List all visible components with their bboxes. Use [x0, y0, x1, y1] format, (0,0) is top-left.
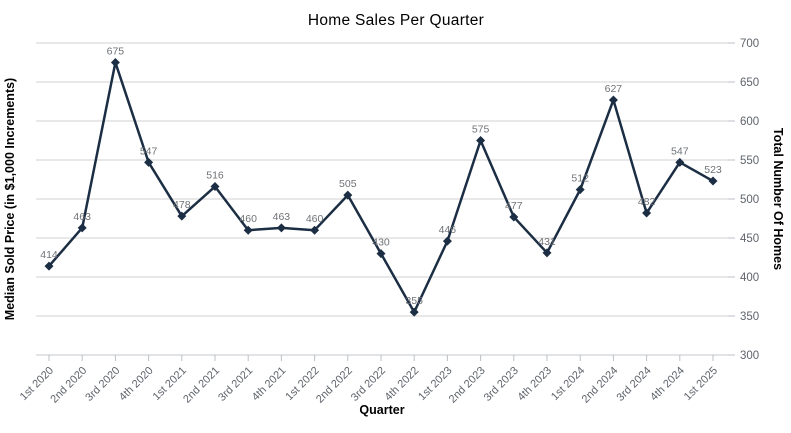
- data-point-label: 505: [339, 178, 357, 190]
- data-point-label: 414: [40, 249, 58, 261]
- data-point-marker[interactable]: [210, 182, 220, 192]
- data-point-marker[interactable]: [276, 223, 286, 233]
- data-point-label: 675: [107, 46, 125, 58]
- y-tick-label: 450: [740, 233, 759, 245]
- y-tick-label: 550: [740, 155, 759, 167]
- x-tick-label: 2nd 2021: [181, 365, 222, 406]
- data-point-label: 547: [671, 145, 689, 157]
- data-point-label: 430: [372, 237, 390, 249]
- data-point-label: 463: [73, 211, 91, 223]
- data-point-marker[interactable]: [44, 261, 54, 271]
- x-tick-label: 1st 2025: [682, 365, 720, 403]
- data-point-marker[interactable]: [177, 211, 187, 221]
- y-tick-label: 600: [740, 116, 759, 128]
- data-point-marker[interactable]: [675, 157, 685, 167]
- data-point-marker[interactable]: [509, 212, 519, 222]
- data-point-marker[interactable]: [642, 208, 652, 218]
- data-point-marker[interactable]: [476, 136, 486, 145]
- data-point-label: 516: [206, 170, 224, 182]
- data-point-marker[interactable]: [608, 95, 618, 105]
- data-point-marker[interactable]: [310, 225, 320, 235]
- x-tick-label: 4th 2024: [648, 365, 687, 404]
- x-tick-label: 4th 2023: [515, 365, 554, 404]
- y-tick-label: 500: [740, 194, 759, 206]
- y-tick-label: 650: [740, 77, 759, 89]
- x-tick-label: 2nd 2024: [580, 365, 621, 406]
- y-tick-label: 700: [740, 38, 759, 50]
- data-point-label: 460: [239, 213, 257, 225]
- x-tick-label: 3rd 2024: [615, 365, 654, 404]
- data-point-marker[interactable]: [442, 236, 452, 246]
- data-point-marker[interactable]: [343, 190, 353, 200]
- chart-title: Home Sales Per Quarter: [308, 12, 484, 29]
- x-tick-label: 3rd 2020: [83, 365, 122, 404]
- x-tick-label: 4th 2021: [250, 365, 289, 404]
- data-point-marker[interactable]: [77, 223, 87, 233]
- data-point-label: 523: [704, 164, 722, 176]
- data-point-label: 463: [273, 211, 291, 223]
- y-tick-label: 300: [740, 350, 759, 362]
- x-tick-label: 3rd 2021: [216, 365, 255, 404]
- y-axis-left-title: Median Sold Price (in $1,000 Increments): [3, 78, 17, 320]
- data-point-marker[interactable]: [575, 185, 585, 195]
- x-tick-label: 4th 2020: [117, 365, 156, 404]
- y-tick-label: 350: [740, 311, 759, 323]
- data-point-label: 477: [505, 200, 523, 212]
- x-axis-title: Quarter: [359, 403, 404, 417]
- data-point-marker[interactable]: [708, 176, 718, 186]
- data-point-label: 482: [638, 196, 656, 208]
- data-point-label: 547: [140, 145, 158, 157]
- data-point-label: 478: [173, 199, 191, 211]
- data-point-marker[interactable]: [409, 307, 419, 317]
- data-point-marker[interactable]: [144, 157, 154, 167]
- data-point-marker[interactable]: [542, 248, 552, 258]
- data-point-label: 431: [538, 236, 556, 248]
- data-point-label: 446: [439, 224, 457, 236]
- data-point-marker[interactable]: [110, 58, 120, 67]
- x-tick-label: 2nd 2020: [48, 365, 89, 406]
- data-point-marker[interactable]: [243, 225, 253, 235]
- x-tick-label: 4th 2022: [383, 365, 422, 404]
- x-tick-label: 2nd 2022: [314, 365, 355, 406]
- x-tick-label: 2nd 2023: [447, 365, 488, 406]
- data-point-label: 460: [306, 213, 324, 225]
- y-axis-right-title: Total Number Of Homes: [771, 128, 785, 270]
- data-point-label: 512: [571, 173, 589, 185]
- data-point-label: 575: [472, 124, 490, 136]
- data-point-label: 355: [405, 295, 423, 307]
- data-point-marker[interactable]: [376, 249, 386, 259]
- y-tick-label: 400: [740, 272, 759, 284]
- x-tick-label: 3rd 2023: [482, 365, 521, 404]
- x-tick-label: 3rd 2022: [349, 365, 388, 404]
- data-point-label: 627: [605, 83, 623, 95]
